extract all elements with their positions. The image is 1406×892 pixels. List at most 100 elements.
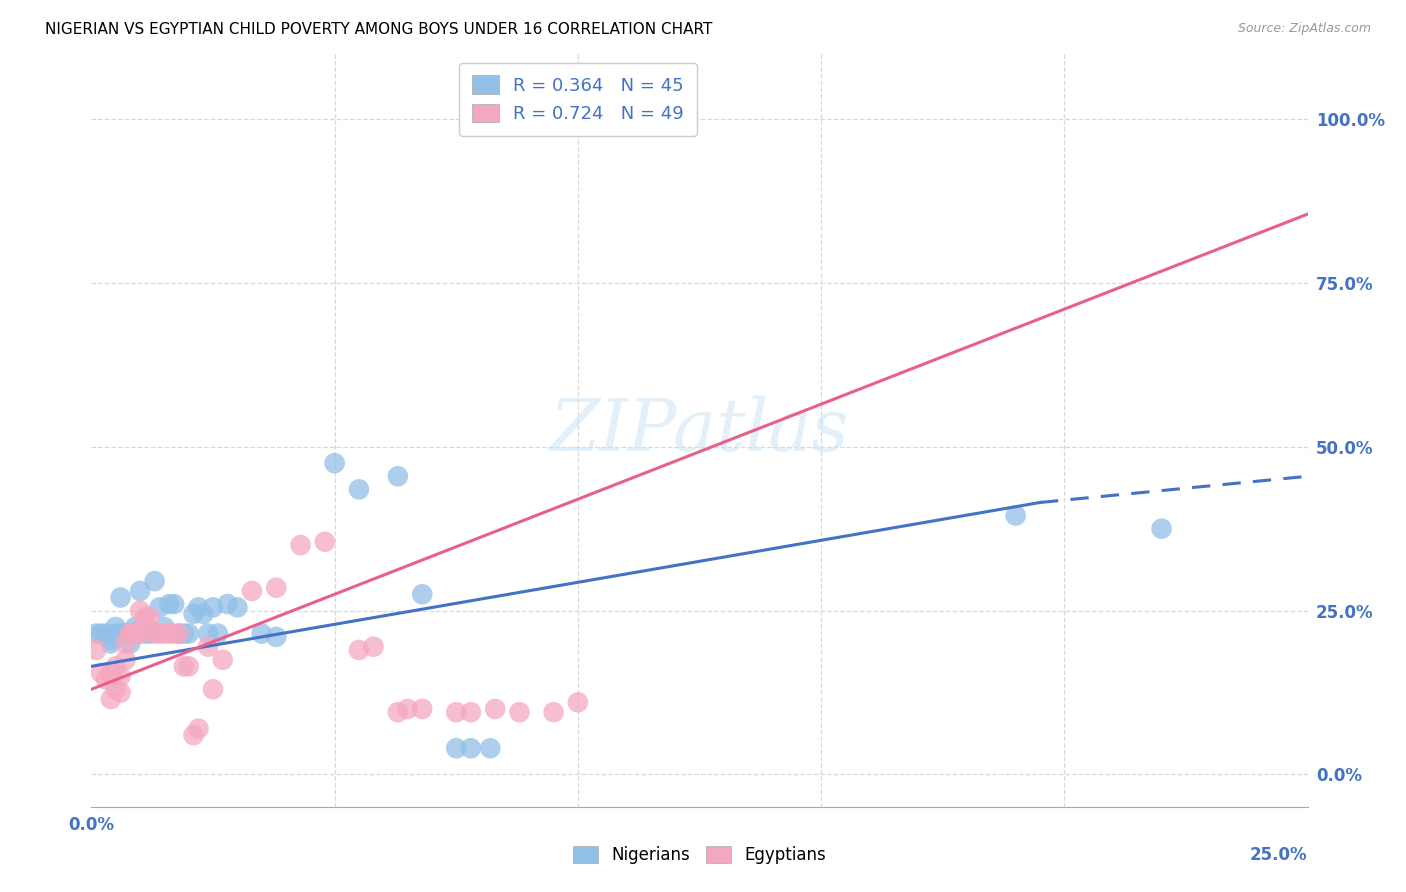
Point	[460, 705, 482, 719]
Point	[157, 626, 180, 640]
Point	[100, 692, 122, 706]
Point	[444, 741, 467, 756]
Point	[114, 636, 136, 650]
Point	[363, 640, 385, 654]
Point	[508, 705, 530, 719]
Y-axis label: Child Poverty Among Boys Under 16: Child Poverty Among Boys Under 16	[0, 292, 7, 569]
Point	[183, 728, 205, 742]
Point	[202, 600, 225, 615]
Point	[264, 581, 287, 595]
Point	[120, 636, 142, 650]
Point	[484, 702, 506, 716]
Point	[134, 610, 156, 624]
Point	[120, 626, 142, 640]
Point	[202, 682, 225, 697]
Point	[323, 456, 346, 470]
Point	[129, 584, 152, 599]
Point	[139, 626, 162, 640]
Point	[217, 597, 239, 611]
Point	[157, 597, 180, 611]
Point	[110, 626, 132, 640]
Point	[264, 630, 287, 644]
Point	[143, 626, 166, 640]
Point	[94, 626, 117, 640]
Text: NIGERIAN VS EGYPTIAN CHILD POVERTY AMONG BOYS UNDER 16 CORRELATION CHART: NIGERIAN VS EGYPTIAN CHILD POVERTY AMONG…	[45, 22, 713, 37]
Point	[173, 626, 195, 640]
Point	[129, 604, 152, 618]
Point	[197, 626, 219, 640]
Point	[177, 659, 200, 673]
Point	[543, 705, 565, 719]
Text: ZIPatlas: ZIPatlas	[550, 395, 849, 466]
Point	[90, 665, 112, 680]
Point	[387, 469, 409, 483]
Point	[167, 626, 190, 640]
Point	[124, 626, 146, 640]
Point	[129, 624, 152, 638]
Point	[100, 633, 122, 648]
Point	[187, 600, 209, 615]
Point	[240, 584, 263, 599]
Point	[148, 626, 170, 640]
Point	[104, 626, 127, 640]
Point	[124, 626, 146, 640]
Point	[114, 626, 136, 640]
Point	[153, 626, 176, 640]
Point	[120, 626, 142, 640]
Point	[114, 626, 136, 640]
Point	[104, 659, 127, 673]
Point	[177, 626, 200, 640]
Point	[90, 626, 112, 640]
Point	[479, 741, 502, 756]
Point	[187, 722, 209, 736]
Point	[110, 669, 132, 683]
Point	[143, 574, 166, 589]
Legend: Nigerians, Egyptians: Nigerians, Egyptians	[565, 839, 834, 871]
Point	[94, 673, 117, 687]
Point	[163, 626, 186, 640]
Point	[84, 643, 107, 657]
Point	[100, 636, 122, 650]
Point	[226, 600, 249, 615]
Point	[134, 626, 156, 640]
Text: Source: ZipAtlas.com: Source: ZipAtlas.com	[1237, 22, 1371, 36]
Point	[347, 483, 370, 497]
Point	[134, 614, 156, 628]
Point	[173, 659, 195, 673]
Point	[567, 695, 589, 709]
Point	[387, 705, 409, 719]
Point	[1150, 522, 1173, 536]
Point	[411, 587, 433, 601]
Point	[163, 597, 186, 611]
Point	[129, 626, 152, 640]
Point	[460, 741, 482, 756]
Point	[250, 626, 273, 640]
Point	[104, 682, 127, 697]
Point	[167, 626, 190, 640]
Point	[193, 607, 215, 621]
Point	[110, 591, 132, 605]
Point	[84, 626, 107, 640]
Text: 25.0%: 25.0%	[1250, 847, 1308, 864]
Point	[148, 600, 170, 615]
Point	[120, 626, 142, 640]
Point	[411, 702, 433, 716]
Point	[183, 607, 205, 621]
Point	[1004, 508, 1026, 523]
Point	[100, 665, 122, 680]
Point	[153, 620, 176, 634]
Point	[207, 626, 229, 640]
Point	[211, 653, 233, 667]
Point	[290, 538, 312, 552]
Point	[139, 610, 162, 624]
Point	[314, 534, 336, 549]
Point	[396, 702, 419, 716]
Point	[124, 620, 146, 634]
Point	[347, 643, 370, 657]
Point	[197, 640, 219, 654]
Point	[444, 705, 467, 719]
Point	[114, 653, 136, 667]
Point	[104, 620, 127, 634]
Point	[124, 626, 146, 640]
Point	[110, 685, 132, 699]
